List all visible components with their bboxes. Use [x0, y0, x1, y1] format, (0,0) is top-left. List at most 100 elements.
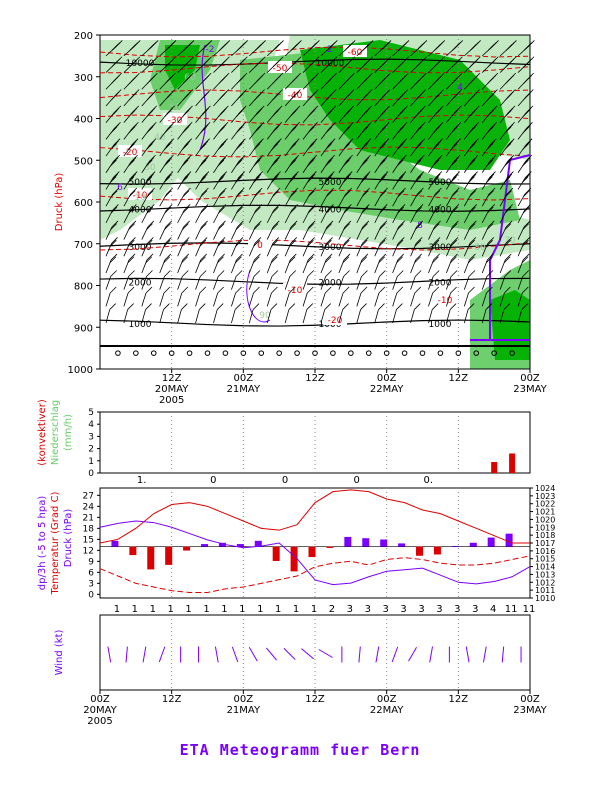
wind-barb-flag	[380, 220, 388, 228]
cloud-code: 3	[382, 604, 388, 615]
height-contour-label: 3000	[429, 243, 452, 253]
wind-barb-flag	[468, 286, 475, 294]
y-tick-label: 0	[88, 469, 94, 479]
wind-barb-flag	[146, 126, 153, 134]
y-tick-label-right: 1018	[535, 531, 555, 540]
y-tick-label-right: 1021	[535, 508, 555, 517]
wind-barb-flag	[239, 138, 246, 145]
wind-barb-flag	[235, 256, 242, 264]
wind-barb	[195, 276, 201, 290]
wind-barb-flag	[272, 44, 280, 51]
wind-barb-flag	[379, 223, 386, 230]
wind-barb-flag	[470, 140, 477, 148]
wind-barb-flag	[130, 187, 138, 195]
wind-barb-flag	[271, 223, 279, 230]
wind-barb-flag	[236, 190, 244, 197]
wind-barb-flag	[271, 126, 279, 134]
y-tick-label: 27	[83, 491, 94, 501]
wind-barb-flag	[253, 286, 260, 294]
wind-barb-flag	[328, 171, 335, 178]
wind-barb-flag	[344, 220, 352, 228]
y-tick-label-right: 1010	[535, 594, 555, 603]
wind-barb-flag	[416, 173, 423, 181]
wind-barb-flag	[111, 157, 119, 164]
wind-barb-flag	[378, 286, 386, 294]
wind-barb	[463, 292, 469, 307]
wind-barb-flag	[414, 159, 422, 167]
wind-barb-flag	[309, 204, 316, 211]
cloud-code: 1	[293, 604, 299, 615]
wind-barb-flag	[326, 190, 333, 197]
y-tick-label: 0	[88, 590, 94, 600]
y-axis-label: Druck (hPa)	[54, 173, 65, 232]
wind-barb-flag	[183, 60, 190, 68]
wind-barb-flag	[453, 154, 461, 162]
chart-title: ETA Meteogramm fuer Bern	[179, 741, 421, 759]
wind-barb-flag	[290, 220, 298, 228]
surface-station-circle	[383, 350, 390, 356]
wind-barb-flag	[487, 190, 494, 197]
wind-barb-flag	[129, 220, 137, 228]
wind-barb-flag	[255, 187, 263, 195]
wind-barb-flag	[487, 220, 495, 228]
wind-barb-flag	[487, 237, 495, 244]
wind-barb-flag	[237, 204, 245, 211]
wind-barb-flag	[435, 187, 442, 195]
wind-barb-flag	[110, 159, 117, 167]
wind-barb-flag	[417, 154, 425, 162]
wind-barb-flag	[468, 256, 475, 264]
wind-barb-flag	[237, 157, 244, 164]
wind-barb-flag	[235, 159, 243, 167]
wind-barb-flag	[127, 176, 135, 183]
pressure-tendency-bar	[433, 546, 441, 555]
wind-barb-flag	[127, 256, 135, 264]
wind-barb-flag	[378, 303, 385, 310]
y-tick-label: 24	[83, 502, 95, 512]
wind-barb-flag	[417, 171, 425, 178]
wind-barb-flag	[398, 173, 405, 181]
cloud-code: 1	[221, 604, 227, 615]
contour-label: 40	[154, 133, 166, 143]
wind-barb-flag	[380, 44, 387, 51]
surface-wind-barb	[214, 646, 217, 653]
wind-barb	[356, 309, 361, 324]
wind-barb-flag	[415, 237, 423, 244]
surface-wind-barb	[391, 652, 397, 663]
wind-barb-flag	[145, 256, 153, 264]
y-tick-label-right: 1011	[535, 586, 555, 595]
wind-barb-flag	[131, 154, 138, 162]
wind-barb-flag	[362, 220, 370, 228]
temperature-label-bg	[283, 88, 307, 100]
wind-barb-flag	[362, 140, 370, 148]
surface-wind-barb	[395, 646, 399, 653]
wind-barb-flag	[111, 237, 118, 244]
wind-barb-flag	[436, 138, 443, 145]
wind-barb-flag	[165, 237, 172, 244]
wind-barb-flag	[201, 173, 208, 181]
wind-barb-flag	[235, 143, 243, 150]
wind-barb-flag	[343, 270, 350, 277]
wind-barb-flag	[255, 140, 262, 148]
pressure-line	[99, 520, 531, 586]
wind-barb-flag	[504, 206, 512, 214]
wind-barb-flag	[184, 187, 191, 195]
wind-barb-flag	[523, 77, 530, 84]
wind-barb-flag	[217, 176, 224, 183]
wind-barb	[105, 309, 111, 324]
wind-barb-flag	[129, 190, 136, 197]
wind-barb-flag	[343, 253, 351, 261]
wind-barb-flag	[361, 143, 368, 150]
wind-barb-flag	[325, 126, 333, 134]
y-tick-label: 12	[83, 546, 94, 556]
temperature-label: -20	[123, 148, 138, 158]
wind-barb-flag	[183, 44, 190, 51]
wind-barb-flag	[325, 159, 332, 167]
wind-barb-flag	[291, 204, 298, 211]
wind-barb-flag	[181, 286, 189, 294]
wind-barb-flag	[111, 220, 119, 228]
pressure-tendency-bar	[290, 546, 298, 572]
wind-barb	[302, 309, 308, 324]
wind-barb-flag	[200, 93, 208, 101]
